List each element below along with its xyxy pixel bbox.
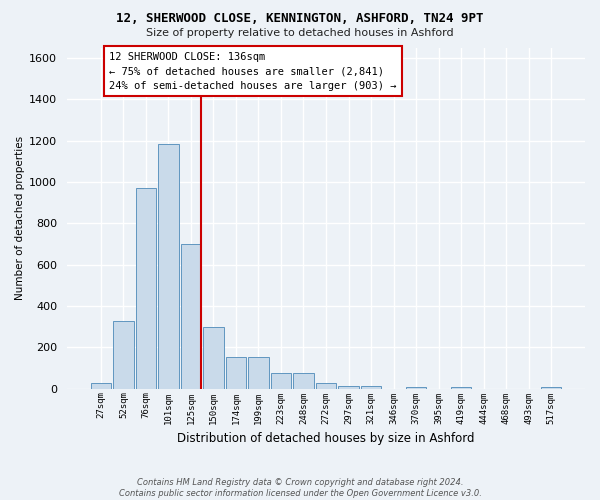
Bar — [361, 386, 382, 388]
Bar — [203, 326, 224, 388]
Bar — [136, 188, 156, 388]
Text: Size of property relative to detached houses in Ashford: Size of property relative to detached ho… — [146, 28, 454, 38]
Bar — [406, 386, 427, 388]
Bar — [541, 386, 562, 388]
Bar — [451, 386, 472, 388]
Text: 12 SHERWOOD CLOSE: 136sqm
← 75% of detached houses are smaller (2,841)
24% of se: 12 SHERWOOD CLOSE: 136sqm ← 75% of detac… — [109, 52, 397, 91]
Text: 12, SHERWOOD CLOSE, KENNINGTON, ASHFORD, TN24 9PT: 12, SHERWOOD CLOSE, KENNINGTON, ASHFORD,… — [116, 12, 484, 26]
Bar — [181, 244, 202, 388]
X-axis label: Distribution of detached houses by size in Ashford: Distribution of detached houses by size … — [177, 432, 475, 445]
Text: Contains HM Land Registry data © Crown copyright and database right 2024.
Contai: Contains HM Land Registry data © Crown c… — [119, 478, 481, 498]
Bar — [226, 356, 247, 388]
Bar — [338, 386, 359, 388]
Bar — [248, 356, 269, 388]
Bar — [158, 144, 179, 388]
Bar — [293, 373, 314, 388]
Bar — [271, 373, 292, 388]
Bar — [91, 384, 111, 388]
Bar — [316, 384, 337, 388]
Bar — [113, 322, 134, 388]
Y-axis label: Number of detached properties: Number of detached properties — [15, 136, 25, 300]
